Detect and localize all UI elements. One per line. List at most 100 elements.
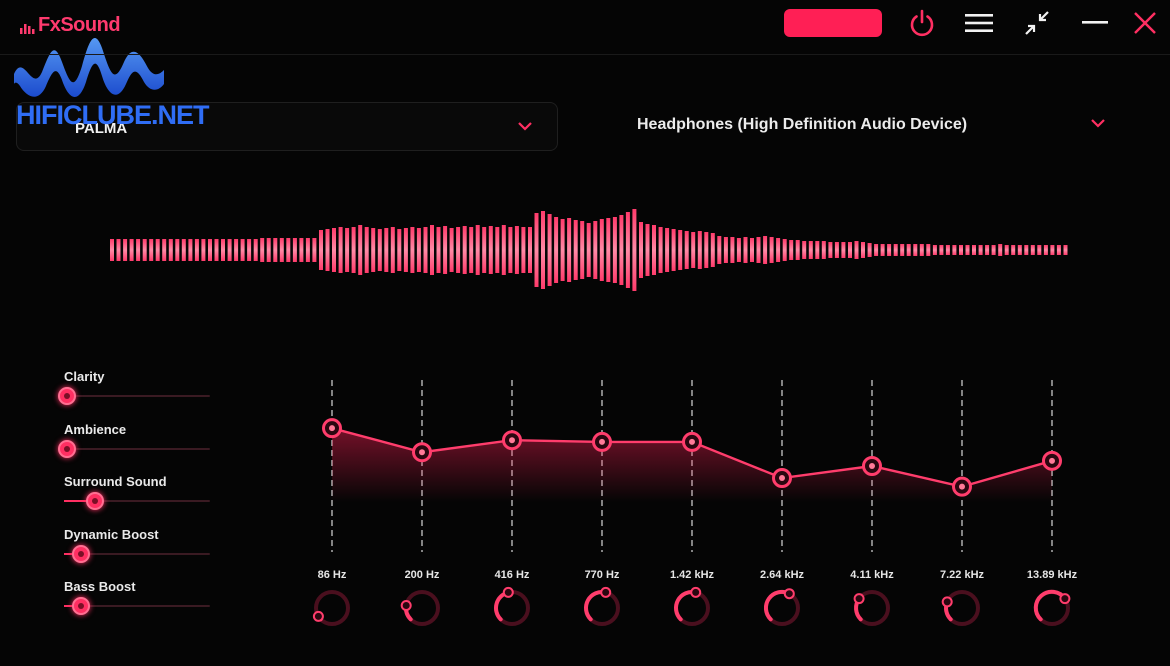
fxsound-logo-icon [20,24,35,34]
visualizer-bar [528,227,532,273]
titlebar-divider [0,54,1170,55]
visualizer-bar [240,239,245,261]
visualizer-bar [913,244,918,256]
visualizer-bar [234,239,239,261]
visualizer-bar [874,244,879,256]
slider-fill [64,552,79,555]
menu-button[interactable] [962,6,996,40]
visualizer-bar [789,240,794,260]
equalizer-graph [312,380,1071,626]
visualizer-bar [1063,245,1068,255]
eq-handle-center [599,438,605,445]
effect-slider-bass-boost[interactable] [64,597,210,615]
slider-fill [64,605,79,607]
visualizer-bar [110,239,114,261]
visualizer-bar [926,244,931,256]
visualizer-bar [1050,245,1055,255]
visualizer-bar [194,239,199,261]
eq-handle-center [419,449,425,456]
slider-thumb[interactable] [58,387,76,405]
eq-handle-center [509,437,515,444]
visualizer-bar [841,242,846,258]
visualizer-bar [1037,245,1042,255]
visualizer-bar [364,227,369,273]
visualizer-bar [645,224,650,276]
visualizer-bar [723,237,728,263]
eq-gain-knob[interactable] [314,590,350,626]
effect-slider-surround-sound[interactable] [64,492,210,510]
minimize-button[interactable] [1078,6,1112,40]
visualizer-bar [188,239,193,261]
eq-knob-dot [853,593,865,605]
visualizer-bar [142,239,147,261]
pro-button[interactable] [784,9,882,37]
visualizer-bar [906,244,911,256]
slider-thumb[interactable] [71,597,90,615]
visualizer-bar [508,227,513,273]
eq-handle-center [1049,457,1055,464]
visualizer-bar [416,228,421,272]
visualizer-bar [795,240,800,260]
eq-knob-dot [600,586,612,598]
visualizer-bar [932,245,937,255]
visualizer-bar [972,245,976,255]
visualizer-bar [900,244,905,256]
effect-label-ambience: Ambience [64,421,127,437]
visualizer-bar [893,244,898,256]
visualizer-bar [456,227,461,273]
visualizer-bar [175,239,180,261]
visualizer-bar [919,244,924,256]
power-icon [910,9,934,37]
equalizer-panel: 86 Hz 200 Hz 416 Hz 770 Hz 1.42 kHz 2.64 kHz 4… [290,372,1110,652]
visualizer-bar [599,219,604,281]
eq-band-label: 13.89 kHz [1026,569,1078,581]
visualizer-bar [338,227,343,273]
visualizer-bar [312,238,317,262]
eq-handle-center [869,463,875,469]
effect-slider-ambience[interactable] [58,439,210,458]
eq-knob-dot [502,586,514,598]
slider-thumb[interactable] [86,492,105,510]
visualizer-bar [521,227,526,273]
visualizer-bar [227,239,232,261]
visualizer-bar [266,238,271,262]
visualizer-bar [475,225,480,275]
visualizer-bar [273,238,278,262]
minimize-icon [1082,21,1108,24]
visualizer-bar [305,238,310,262]
visualizer-bar [1017,245,1022,255]
output-device-dropdown[interactable]: Headphones (High Definition Audio Device… [620,102,1120,149]
power-button[interactable] [905,6,939,40]
slider-thumb[interactable] [71,544,90,563]
effect-slider-clarity[interactable] [58,387,210,405]
visualizer-bar [1030,245,1035,255]
visualizer-bar [436,227,441,273]
close-button[interactable] [1128,6,1162,40]
app-logo-text: FxSound [38,14,121,36]
preset-dropdown[interactable]: PALMA [16,102,558,151]
visualizer-bar [430,225,434,275]
effect-label-bass-boost: Bass Boost [64,579,136,594]
visualizer-bar [717,236,722,264]
visualizer-bar [560,219,565,281]
audio-visualizer [110,209,1068,291]
slider-thumb[interactable] [58,439,76,458]
visualizer-bar [410,227,415,273]
visualizer-bar [861,242,865,258]
visualizer-bar [371,228,376,272]
visualizer-bar [155,239,160,261]
slider-fill [64,500,94,502]
mini-mode-button[interactable] [1020,6,1054,40]
visualizer-bar [292,238,297,262]
visualizer-bar [397,229,402,271]
visualizer-bar [691,232,696,268]
eq-knob-dot [941,596,953,608]
eq-handle-center [779,475,785,482]
visualizer-bar [247,239,252,261]
eq-knob-dot [783,588,795,600]
watermark-wave-icon [14,37,164,97]
visualizer-bar [319,230,323,270]
eq-band-label: 2.64 kHz [759,569,805,581]
effect-slider-dynamic-boost[interactable] [64,544,210,563]
visualizer-bar [286,238,291,262]
